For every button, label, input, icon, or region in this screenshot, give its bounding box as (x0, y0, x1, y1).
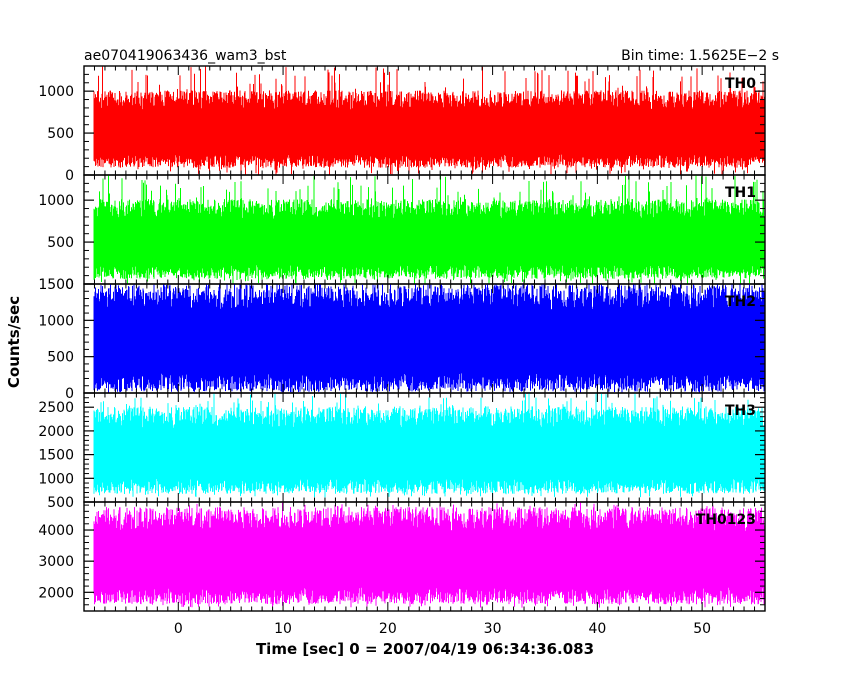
y-tick-label: 0 (65, 168, 74, 184)
panel-th1: 0 500 1000 TH1 (38, 174, 766, 293)
series-th0123 (93, 502, 765, 608)
x-tick-label: 10 (274, 621, 292, 637)
series-th1 (93, 175, 765, 284)
panel-th3: 500 1000 1500 2000 2500 TH3 (38, 392, 766, 511)
x-axis: 0 10 20 30 40 50 (174, 621, 711, 637)
y-tick-label: 1000 (38, 471, 74, 487)
y-tick-label: 500 (47, 126, 74, 142)
y-tick-label: 0 (65, 277, 74, 293)
y-tick-label: 2500 (38, 400, 74, 416)
y-tick-label: 3000 (38, 554, 74, 570)
y-tick-label: 1000 (38, 84, 74, 100)
panel-label: TH1 (725, 185, 756, 201)
y-tick-label: 1000 (38, 313, 74, 329)
panel-frame (83, 501, 766, 612)
panel-label: TH3 (725, 403, 756, 419)
panel-label: TH0 (725, 76, 756, 92)
y-tick-label: 500 (47, 350, 74, 366)
panels: 05001000TH005001000TH1050010001500TH2500… (38, 65, 766, 637)
bin-time-label: Bin time: 1.5625E−2 s (621, 48, 779, 64)
y-tick-label: 500 (47, 235, 74, 251)
y-tick-label: 2000 (38, 585, 74, 601)
x-axis-label: Time [sec] 0 = 2007/04/19 06:34:36.083 (256, 640, 594, 658)
y-tick-label: 500 (47, 495, 74, 511)
y-tick-label: 1000 (38, 193, 74, 209)
y-axis-label: Counts/sec (5, 296, 23, 388)
panel-th0123: 2000 3000 4000 TH0123 (38, 501, 766, 612)
y-tick-label: 4000 (38, 523, 74, 539)
y-tick-label: 1500 (38, 277, 74, 293)
chart-title: ae070419063436_wam3_bst (84, 48, 287, 64)
x-tick-label: 40 (588, 621, 606, 637)
panel-th0: 0 500 1000 TH0 (38, 65, 766, 184)
series-th2 (93, 284, 765, 393)
y-tick-label: 1500 (38, 448, 74, 464)
x-tick-label: 30 (484, 621, 502, 637)
panel-label: TH0123 (696, 512, 756, 528)
y-tick-label: 2000 (38, 424, 74, 440)
y-tick-label: 0 (65, 386, 74, 402)
x-tick-label: 20 (379, 621, 397, 637)
x-tick-label: 50 (693, 621, 711, 637)
x-tick-label: 0 (174, 621, 183, 637)
panel-th2: 0 500 1000 1500 TH2 (38, 277, 766, 402)
series-th0 (93, 66, 765, 175)
panel-label: TH2 (725, 294, 756, 310)
series-th3 (93, 393, 765, 498)
